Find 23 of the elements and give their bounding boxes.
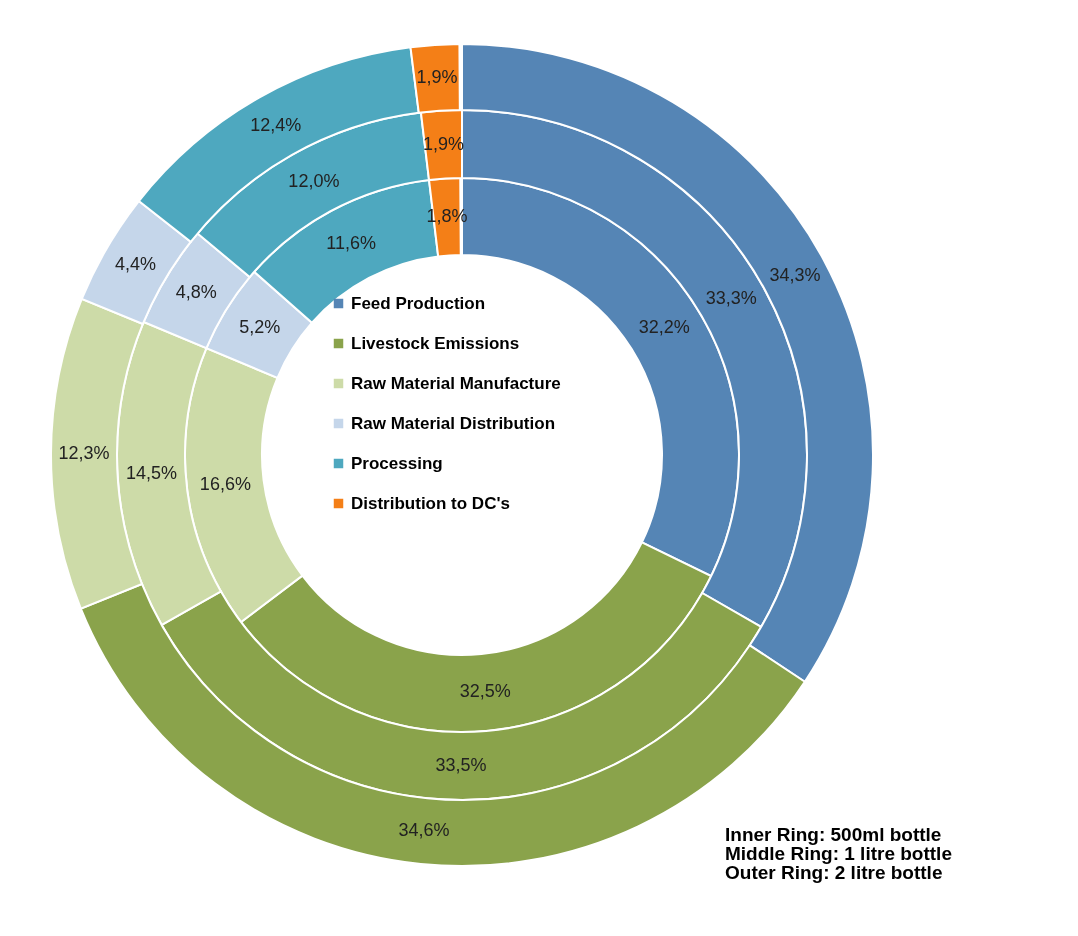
legend-label: Raw Material Distribution: [351, 413, 556, 433]
data-label: 34,3%: [769, 265, 821, 286]
data-label: 33,3%: [705, 288, 757, 309]
data-label: 12,3%: [58, 442, 110, 463]
legend-label: Distribution to DC's: [351, 493, 510, 513]
data-label: 11,6%: [326, 232, 376, 253]
data-label: 33,5%: [435, 755, 487, 775]
data-label: 16,6%: [199, 473, 251, 494]
data-label: 12,0%: [288, 170, 340, 191]
data-label: 32,5%: [459, 681, 511, 702]
text: Inner Ring: 500ml bottle: [725, 824, 942, 846]
legend-label: Feed Production: [351, 293, 486, 313]
data-label: 32,2%: [638, 317, 690, 338]
data-label: 4,8%: [175, 282, 217, 303]
data-label: 4,4%: [114, 253, 156, 274]
data-label: 34,6%: [398, 820, 450, 841]
data-label: 1,9%: [416, 66, 458, 87]
data-label: 5,2%: [239, 317, 281, 338]
legend-label: Livestock Emissions: [351, 333, 520, 353]
legend-label: Processing: [351, 453, 443, 473]
legend-label: Raw Material Manufacture: [351, 373, 561, 393]
data-label: 14,5%: [126, 462, 178, 483]
data-label: 12,4%: [250, 115, 302, 136]
